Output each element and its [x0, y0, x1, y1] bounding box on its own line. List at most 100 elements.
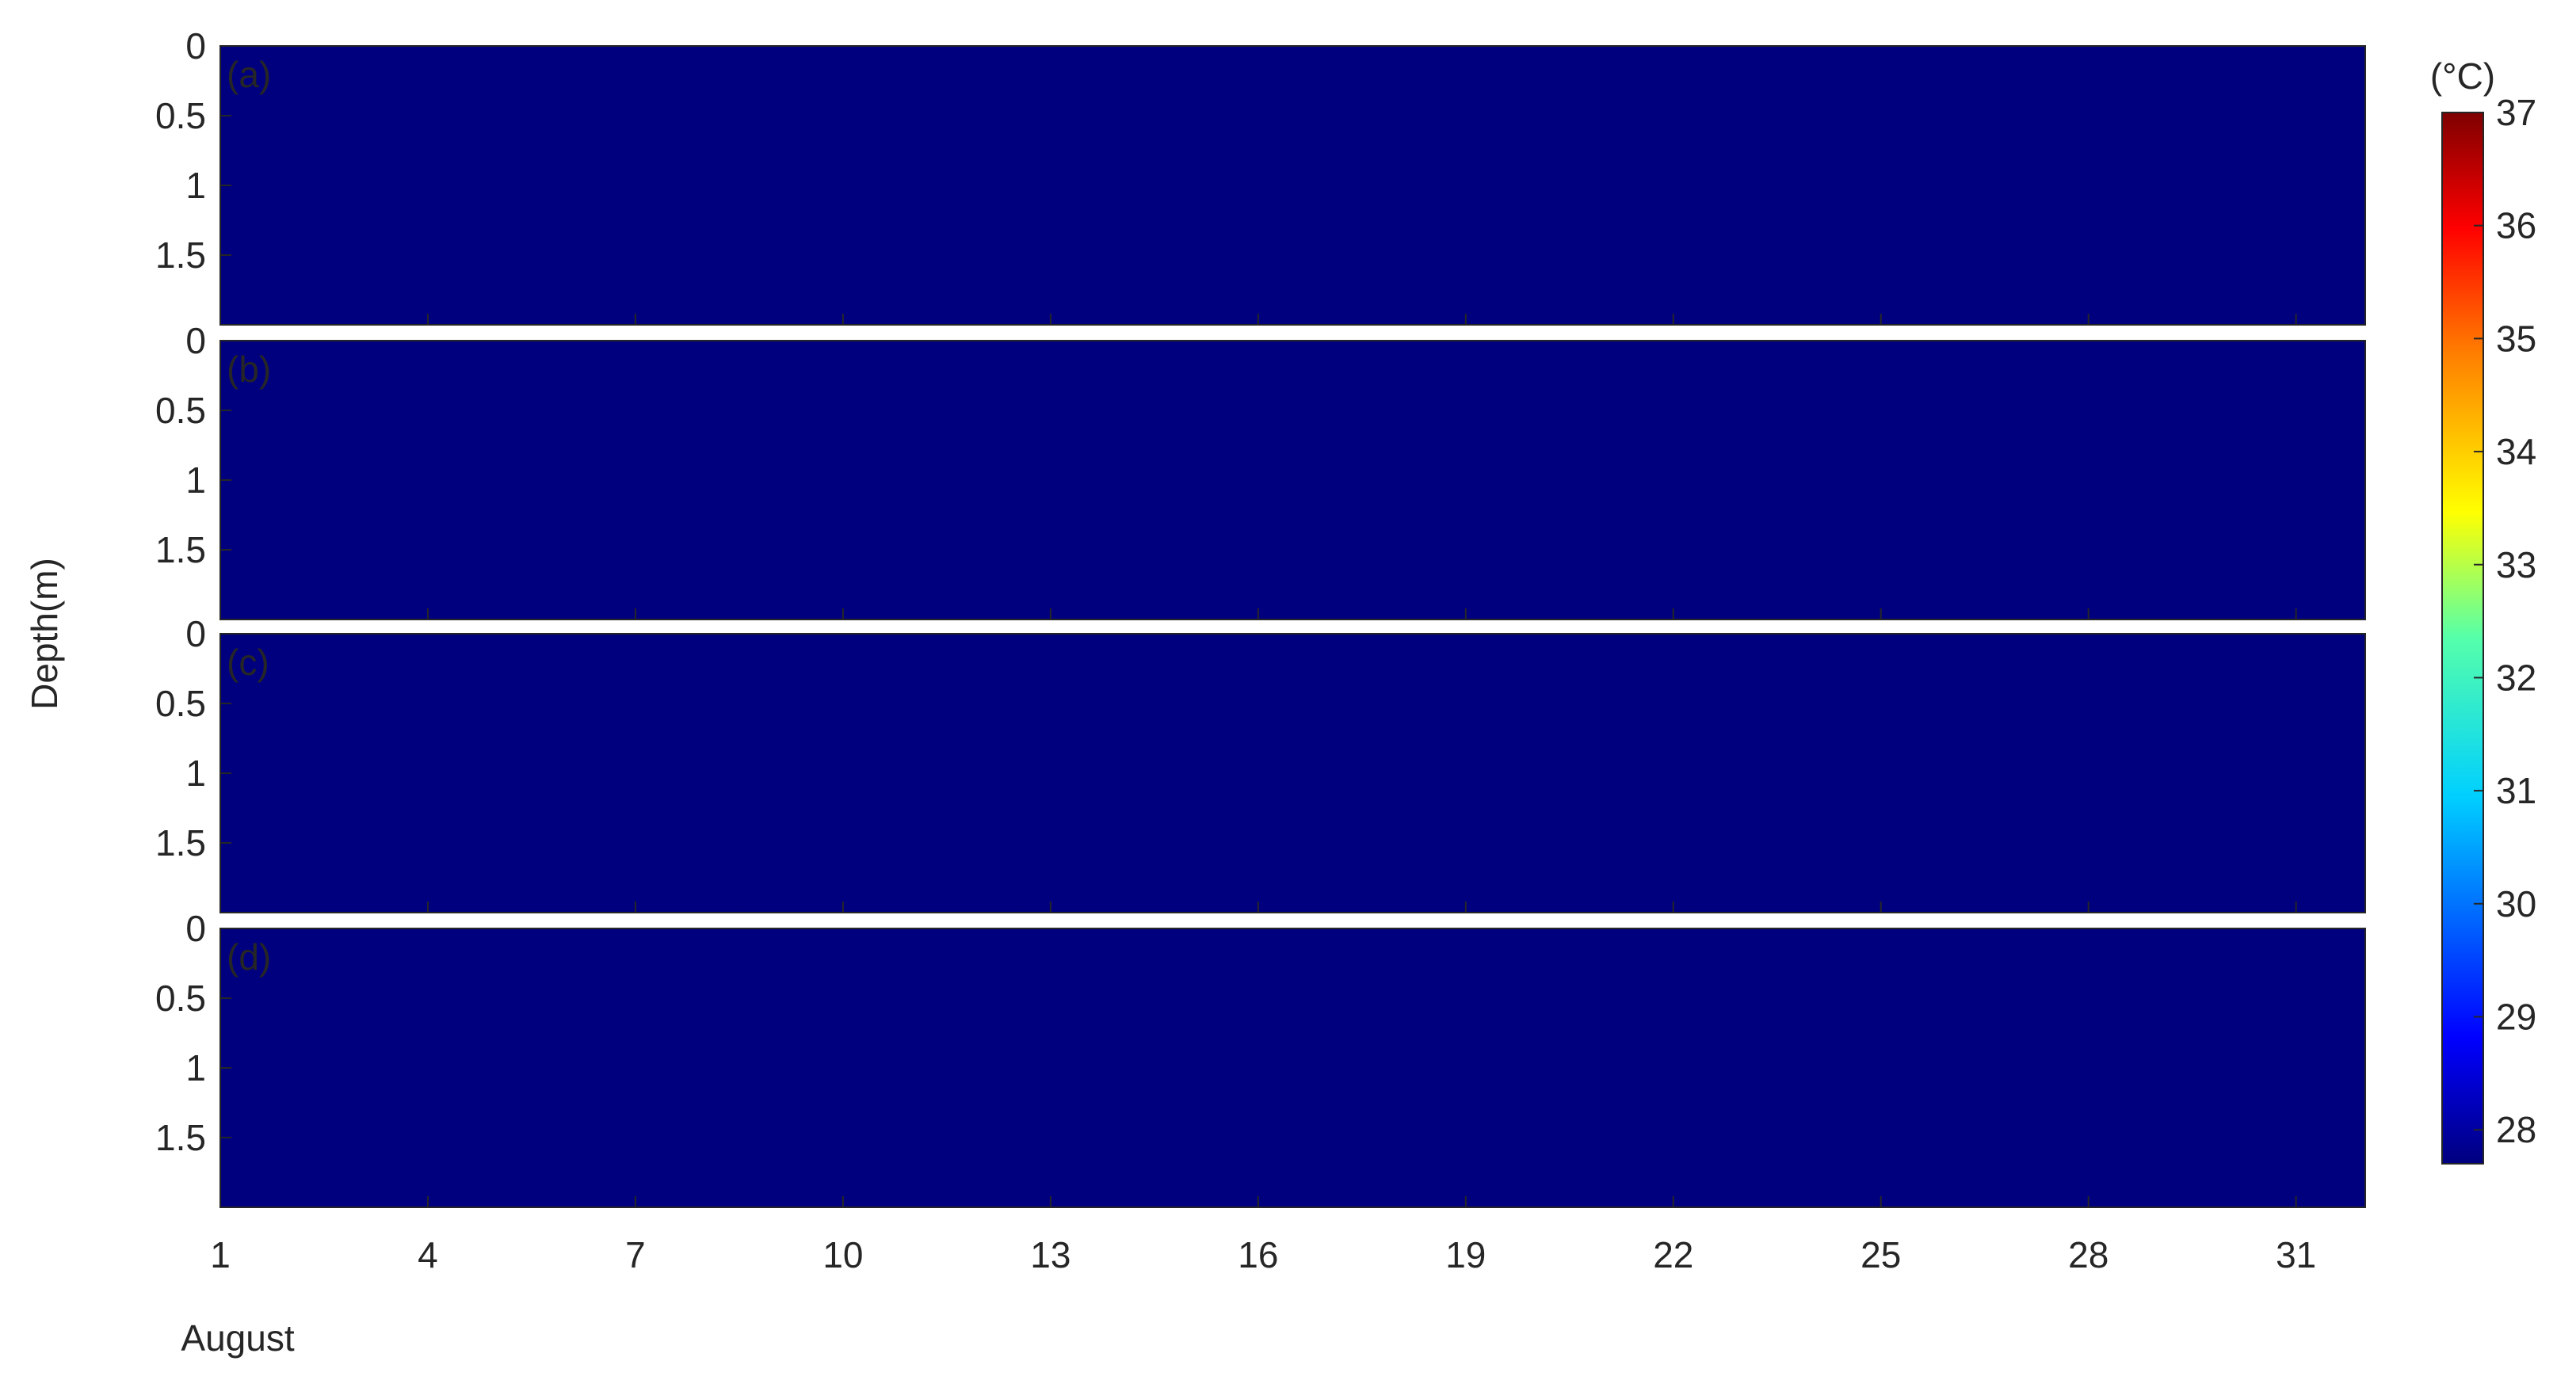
heat-cell [220, 480, 311, 509]
heat-cell [310, 634, 428, 662]
heat-cell [2102, 856, 2365, 886]
panel-b: (b) 0 0.5 1 1.5 [155, 320, 2366, 620]
y-tick-label: 1.5 [155, 529, 206, 570]
heat-cell [725, 1096, 1002, 1124]
heat-cell [2088, 1039, 2365, 1069]
heat-cell [1396, 157, 1646, 186]
y-tick-label: 0 [185, 908, 206, 949]
heat-cell [1292, 984, 1708, 1013]
heat-cell [1002, 213, 1154, 242]
heat-cell [220, 396, 311, 425]
heat-cell [718, 396, 878, 425]
heat-cell [220, 74, 456, 102]
heat-cell [2102, 689, 2365, 719]
heat-cell [1797, 74, 1951, 102]
heat-cell [877, 801, 1017, 829]
heat-cell [877, 829, 1017, 858]
heat-cell [1645, 269, 1798, 298]
heat-cell [2192, 480, 2365, 509]
heat-cell [220, 536, 311, 565]
panel-a: (a) 0 0.5 1 1.5 [155, 25, 2366, 326]
panel-c: (c) 0 0.5 1 1.5 [155, 613, 2366, 913]
heat-cell [1950, 129, 2365, 158]
heat-cell [427, 717, 739, 746]
heat-cell [1915, 536, 2192, 565]
heat-cell [877, 591, 1002, 620]
y-tick-label: 1 [185, 1047, 206, 1088]
heat-cell [455, 185, 719, 214]
heat-cell [1431, 536, 1688, 565]
heat-cell [877, 773, 1017, 802]
heat-cell [220, 801, 311, 829]
heat-cell [310, 396, 719, 425]
heat-cell [1797, 46, 1951, 74]
heat-cell [1292, 856, 1694, 886]
heat-cell [725, 928, 1002, 957]
heat-cell [220, 452, 311, 481]
heat-cell [2102, 661, 2365, 690]
colorbar-ticks: 28 29 30 31 32 33 34 35 36 37 [2474, 92, 2536, 1150]
heat-cell [2088, 1068, 2365, 1096]
heat-cell [2192, 591, 2365, 620]
heat-cell [877, 368, 1002, 397]
heat-cell [1175, 396, 1432, 425]
heat-cell [220, 717, 311, 746]
heat-cell [220, 661, 311, 690]
heat-cell [2102, 745, 2365, 774]
heat-cell [1002, 452, 1176, 481]
heat-cell [1292, 689, 1694, 719]
heat-cell [1915, 480, 2192, 509]
heat-cell [220, 1012, 414, 1041]
heat-cell [2192, 424, 2365, 453]
heat-cell [877, 185, 1002, 214]
heat-cell [1431, 368, 1688, 397]
heat-cell [1154, 241, 1397, 270]
heat-cell [310, 341, 719, 369]
heat-cell [1950, 269, 2365, 298]
heat-cell [1797, 157, 1951, 186]
heat-cell [718, 241, 878, 270]
panel-label: (c) [227, 642, 269, 683]
heat-cell [1292, 1039, 1708, 1069]
heat-cell [310, 424, 719, 453]
heat-cell [1950, 213, 2365, 242]
x-axis-ticks: 1 4 7 10 13 16 19 22 25 28 31 [210, 1234, 2316, 1275]
heat-cell [1431, 508, 1688, 536]
heat-cell [877, 717, 1017, 746]
heat-cell [220, 46, 456, 74]
heat-cell [1645, 74, 1798, 102]
heat-cell [220, 1151, 414, 1180]
heat-cell [738, 745, 878, 774]
heat-cell [877, 884, 1017, 913]
colorbar-tick-label: 34 [2496, 431, 2536, 472]
heat-cell [1797, 185, 1951, 214]
x-tick-label: 13 [1030, 1234, 1070, 1275]
heat-cell [220, 101, 456, 131]
heat-cell [1002, 341, 1176, 369]
heat-cell [1154, 296, 1397, 326]
heat-cell [1175, 563, 1432, 593]
heat-cell [725, 956, 1002, 985]
heat-cell [1708, 1068, 2089, 1096]
colorbar-tick-label: 35 [2496, 318, 2536, 359]
heat-cell [1645, 46, 1798, 74]
heat-cell [220, 129, 456, 158]
heat-cell [1687, 452, 1916, 481]
x-tick-label: 28 [2068, 1234, 2109, 1275]
heat-cell [220, 634, 311, 662]
heat-cell [220, 591, 311, 620]
heat-cell [1645, 296, 1798, 326]
heat-cell [2102, 801, 2365, 829]
heat-cell [1797, 269, 1951, 298]
heat-cell [310, 563, 719, 593]
heat-cell [455, 46, 719, 74]
heat-cell [877, 856, 1017, 886]
heat-cell [1292, 928, 1708, 957]
heat-cell [1708, 1151, 2089, 1180]
heat-cell [220, 689, 311, 719]
heat-cell [1002, 563, 1176, 593]
y-tick-label: 0.5 [155, 683, 206, 724]
heat-cell [2192, 396, 2365, 425]
heat-cell [1645, 101, 1798, 131]
heat-cell [220, 368, 311, 397]
